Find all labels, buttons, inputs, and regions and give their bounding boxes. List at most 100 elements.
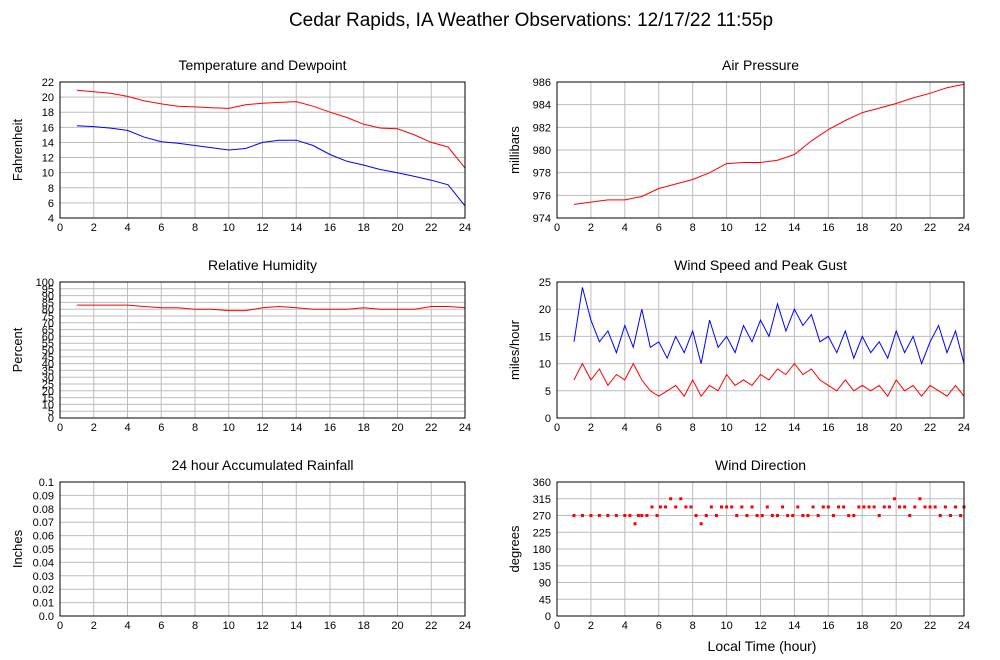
x-tick-label: 20 <box>890 620 902 632</box>
y-tick-label: 6 <box>48 198 54 210</box>
x-tick-label: 24 <box>958 222 970 234</box>
x-tick-label: 6 <box>158 620 164 632</box>
x-tick-label: 14 <box>788 222 800 234</box>
y-axis-label: Inches <box>10 529 25 568</box>
y-axis-label: millibars <box>507 126 522 174</box>
data-point <box>765 505 769 509</box>
panel-humidity: 0 2 4 6 8 10 12 14 16 18 20 22 240510152025303540455… <box>10 257 471 434</box>
y-tick-label: 978 <box>533 168 551 180</box>
data-point <box>709 505 713 509</box>
plot-frame <box>556 481 965 617</box>
chart-title: Wind Direction <box>715 457 806 473</box>
y-tick-label: 980 <box>533 145 551 157</box>
data-point <box>640 514 644 517</box>
data-point <box>689 505 693 509</box>
data-point <box>862 505 866 509</box>
x-tick-label: 20 <box>391 620 403 632</box>
x-tick-label: 16 <box>822 422 834 434</box>
y-tick-label: 15 <box>539 331 551 343</box>
y-tick-label: 14 <box>42 137 54 149</box>
series-line-0 <box>76 89 466 169</box>
y-tick-label: 5 <box>48 406 54 418</box>
x-tick-label: 12 <box>256 620 268 632</box>
series-line-1 <box>76 125 466 207</box>
x-tick-label: 24 <box>459 222 471 234</box>
x-tick-label: 24 <box>459 620 471 632</box>
y-tick-label: 25 <box>539 277 551 289</box>
x-tick-label: 20 <box>890 422 902 434</box>
data-point <box>628 514 632 517</box>
data-point <box>781 505 785 509</box>
data-point <box>821 505 825 509</box>
y-tick-label: 0.0 <box>39 611 54 623</box>
data-point <box>623 514 627 517</box>
data-point <box>918 497 922 501</box>
y-tick-label: 270 <box>533 511 551 523</box>
y-tick-label: 0.08 <box>33 504 54 516</box>
data-point <box>898 505 902 509</box>
data-point <box>760 514 764 517</box>
x-tick-label: 8 <box>192 620 198 632</box>
y-tick-label: 10 <box>539 359 551 371</box>
data-point <box>791 514 795 517</box>
y-tick-label: 20 <box>42 92 54 104</box>
data-point <box>847 514 851 517</box>
y-tick-label: 60 <box>42 331 54 343</box>
data-point <box>597 514 601 517</box>
y-tick-label: 10 <box>42 168 54 180</box>
data-point <box>572 514 576 517</box>
y-tick-label: 55 <box>42 338 54 350</box>
y-tick-label: 16 <box>42 122 54 134</box>
data-point <box>877 514 881 517</box>
data-point <box>913 505 917 509</box>
y-tick-label: 20 <box>539 304 551 316</box>
data-point <box>636 514 640 517</box>
data-point <box>923 505 927 509</box>
data-point <box>852 514 856 517</box>
series-line-1 <box>573 362 965 398</box>
y-tick-label: 20 <box>42 386 54 398</box>
data-point <box>614 514 618 517</box>
data-point <box>796 505 800 509</box>
y-axis-label: degrees <box>507 525 522 572</box>
y-tick-label: 80 <box>42 304 54 316</box>
y-axis-label: Percent <box>10 327 25 372</box>
data-point <box>606 514 610 517</box>
plot-frame <box>59 281 466 419</box>
data-point <box>655 514 659 517</box>
x-tick-label: 16 <box>822 222 834 234</box>
x-tick-label: 0 <box>554 222 560 234</box>
y-tick-label: 65 <box>42 325 54 337</box>
x-tick-label: 0 <box>554 620 560 632</box>
data-point <box>872 505 876 509</box>
y-tick-label: 0.01 <box>33 598 54 610</box>
y-tick-label: 225 <box>533 527 551 539</box>
data-point <box>633 522 637 526</box>
x-tick-label: 8 <box>690 620 696 632</box>
x-tick-label: 12 <box>256 422 268 434</box>
x-tick-label: 14 <box>290 620 302 632</box>
y-tick-label: 315 <box>533 494 551 506</box>
x-tick-label: 2 <box>588 222 594 234</box>
data-point <box>679 497 683 501</box>
x-tick-label: 8 <box>690 422 696 434</box>
x-tick-label: 22 <box>924 222 936 234</box>
y-tick-label: 35 <box>42 365 54 377</box>
data-point <box>842 505 846 509</box>
data-point <box>954 505 958 509</box>
plot-frame <box>59 81 466 219</box>
series-line-0 <box>76 304 466 312</box>
x-tick-label: 10 <box>223 620 235 632</box>
panel-direction: 0 2 4 6 8 10 12 14 16 18 20 22 240459013518022527031… <box>507 457 970 632</box>
x-tick-label: 22 <box>924 620 936 632</box>
y-tick-label: 0.09 <box>33 490 54 502</box>
y-tick-label: 0 <box>545 611 551 623</box>
x-tick-label: 22 <box>425 222 437 234</box>
x-tick-label: 16 <box>324 422 336 434</box>
x-tick-label: 10 <box>720 222 732 234</box>
x-tick-label: 14 <box>290 222 302 234</box>
x-tick-label: 12 <box>754 620 766 632</box>
y-tick-label: 0.1 <box>39 477 54 489</box>
data-point <box>669 497 673 501</box>
